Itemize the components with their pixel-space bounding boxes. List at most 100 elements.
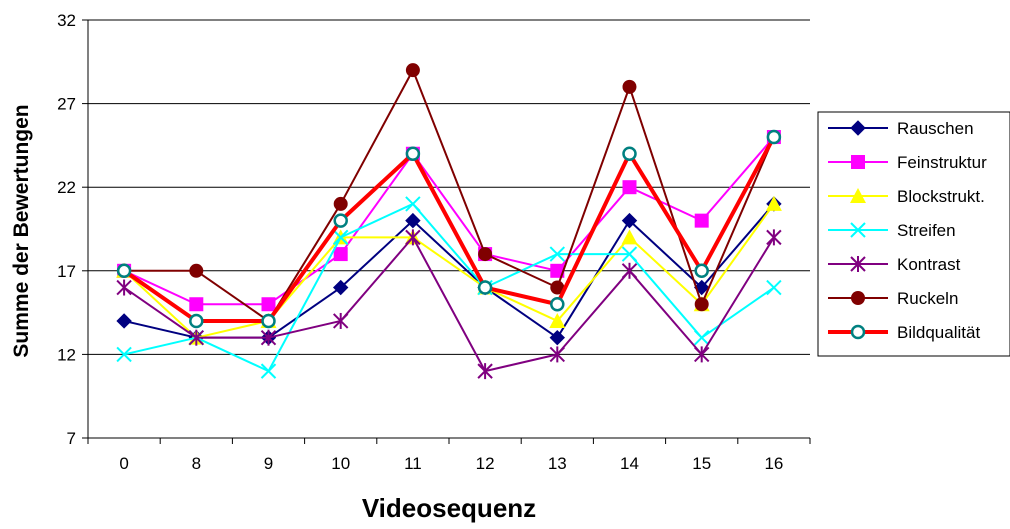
series-line [123, 202, 775, 373]
data-point-circle [851, 291, 865, 305]
x-tick-label: 16 [764, 454, 783, 473]
data-point-circle [622, 79, 637, 94]
legend-entry: Ruckeln [828, 289, 958, 308]
data-point-ring [622, 146, 637, 162]
data-point-circle [405, 63, 420, 78]
legend-entry: Bildqualität [828, 323, 980, 342]
axes: 7 12 17 22 27 32 0 8 9 10 11 12 13 14 15 16 [57, 11, 811, 473]
y-tick-label: 32 [57, 11, 76, 30]
y-axis-title: Summe der Bewertungen [10, 104, 33, 357]
x-tick-label: 11 [404, 454, 422, 473]
data-point-x [766, 279, 782, 296]
data-point-star [477, 363, 493, 380]
legend-entry: Rauschen [828, 119, 974, 138]
data-point-star [116, 279, 132, 296]
data-point-circle [550, 280, 565, 295]
y-tick-label: 12 [57, 345, 76, 364]
legend: Rauschen Feinstruktur Blockstrukt. Streifen… [817, 111, 1010, 357]
data-point-x [693, 329, 710, 346]
x-tick-label: 10 [331, 454, 350, 473]
data-point-diamond [332, 279, 349, 296]
x-tick-label: 14 [620, 454, 639, 473]
data-point-square [550, 263, 565, 278]
series-line [123, 136, 775, 306]
data-point-triangle [549, 312, 566, 328]
data-point-square [189, 297, 204, 312]
series-kontrast [116, 229, 782, 380]
data-point-square [261, 297, 276, 312]
x-tick-label: 13 [548, 454, 567, 473]
x-tick-label: 0 [119, 454, 128, 473]
series-line [122, 136, 776, 323]
data-point-x [332, 229, 349, 246]
data-point-circle [478, 247, 493, 262]
data-point-x [116, 346, 132, 363]
data-point-x [850, 222, 866, 238]
legend-label: Kontrast [897, 255, 961, 274]
data-point-x [549, 246, 566, 262]
data-point-triangle [621, 229, 638, 245]
legend-entry: Feinstruktur [828, 153, 987, 172]
x-tick-label: 8 [192, 454, 201, 473]
data-point-square [622, 180, 637, 195]
series-line [124, 69, 775, 322]
y-tick-label: 27 [57, 95, 76, 114]
data-point-star [766, 229, 782, 246]
x-tick-label: 15 [692, 454, 711, 473]
data-point-x [621, 246, 638, 262]
data-point-circle [333, 196, 348, 211]
series-line [123, 203, 775, 339]
data-point-square [333, 247, 348, 262]
data-point-ring [850, 324, 866, 340]
data-point-diamond [116, 313, 132, 329]
data-point-circle [694, 297, 709, 312]
data-point-ring [694, 263, 709, 279]
legend-entry: Streifen [828, 221, 956, 240]
legend-label: Streifen [897, 221, 956, 240]
data-point-star [332, 312, 349, 329]
legend-label: Rauschen [897, 119, 974, 138]
data-point-ring [261, 313, 276, 329]
series-ruckeln [117, 63, 781, 328]
data-point-square [851, 155, 865, 169]
data-point-star [260, 329, 277, 346]
data-point-square [694, 213, 709, 228]
data-point-ring [477, 280, 493, 295]
data-point-x [260, 363, 277, 379]
data-point-star [188, 329, 205, 346]
y-tick-label: 7 [67, 429, 76, 448]
data-point-diamond [621, 212, 638, 229]
data-point-diamond [850, 120, 866, 136]
data-point-diamond [549, 329, 566, 346]
data-point-ring [189, 313, 204, 329]
data-point-ring [116, 263, 132, 279]
legend-label: Feinstruktur [897, 153, 987, 172]
data-point-star [405, 229, 421, 246]
data-point-triangle [850, 188, 866, 203]
legend-box [817, 111, 1010, 357]
series-bildqualität [116, 129, 782, 329]
legend-entry: Kontrast [828, 255, 961, 274]
x-tick-label: 12 [476, 454, 495, 473]
data-point-star [621, 262, 638, 279]
data-point-star [693, 346, 710, 363]
data-point-star [850, 256, 866, 272]
legend-label: Ruckeln [897, 289, 958, 308]
data-point-ring [766, 129, 782, 145]
data-point-triangle [765, 195, 782, 211]
data-point-circle [189, 263, 204, 278]
data-point-diamond [405, 212, 421, 229]
legend-entry: Blockstrukt. [828, 187, 985, 206]
data-point-ring [333, 213, 348, 228]
x-tick-label: 9 [264, 454, 273, 473]
data-point-star [549, 346, 566, 363]
legend-label: Blockstrukt. [897, 187, 985, 206]
y-tick-label: 17 [57, 262, 76, 281]
series-line [123, 236, 775, 373]
data-point-x [405, 196, 421, 212]
y-tick-label: 22 [57, 178, 76, 197]
series-group [116, 63, 782, 380]
data-point-ring [550, 296, 565, 312]
legend-label: Bildqualität [897, 323, 980, 342]
